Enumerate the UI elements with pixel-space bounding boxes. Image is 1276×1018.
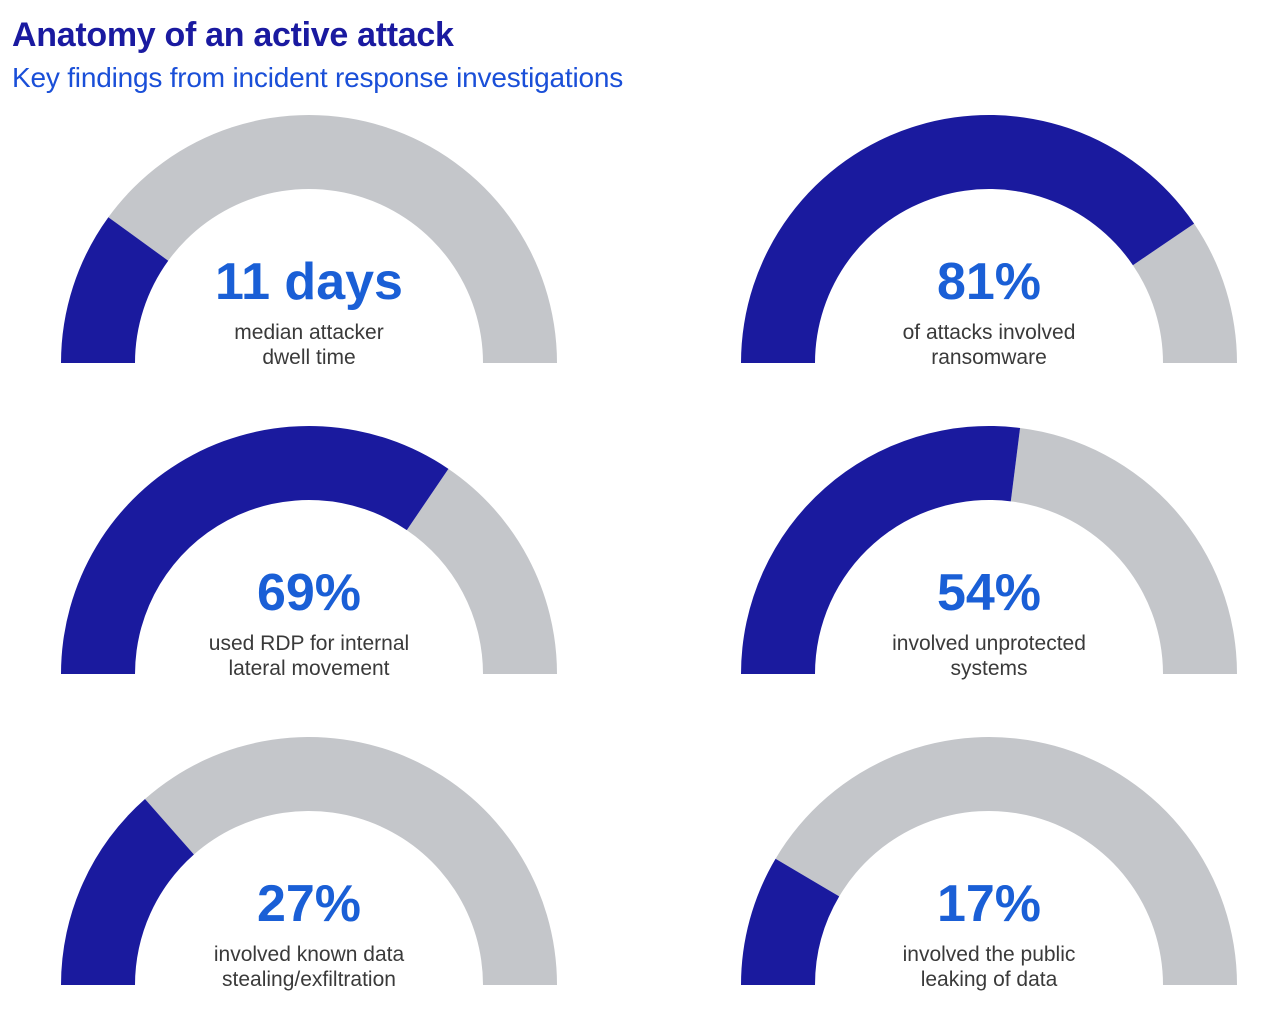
- gauge-value: 54%: [937, 564, 1041, 622]
- gauge-value: 81%: [937, 253, 1041, 311]
- gauge-caption-line: median attacker: [234, 321, 383, 344]
- gauge-fill: [741, 858, 840, 985]
- gauge-track: [108, 114, 558, 364]
- gauge-caption-line: involved the public: [903, 943, 1076, 966]
- gauge-fill: [60, 798, 194, 985]
- gauge-caption-line: stealing/exfiltration: [222, 968, 396, 991]
- gauge-value: 69%: [257, 564, 361, 622]
- gauge-caption-line: leaking of data: [921, 968, 1058, 991]
- gauge-caption-line: lateral movement: [228, 657, 389, 680]
- page-subtitle: Key findings from incident response inve…: [12, 62, 624, 93]
- gauge-track: [1132, 223, 1237, 363]
- gauge-value: 27%: [257, 875, 361, 933]
- gauge-value: 11 days: [215, 253, 403, 311]
- gauge-5: 27% involved known datastealing/exfiltrat…: [60, 736, 558, 991]
- gauge-fill: [61, 217, 169, 363]
- gauge-track: [775, 737, 1237, 985]
- gauge-fill: [741, 114, 1195, 363]
- page-title: Anatomy of an active attack: [12, 16, 454, 54]
- gauge-track: [144, 736, 558, 985]
- gauge-track: [1010, 427, 1237, 674]
- gauge-fill: [60, 425, 449, 674]
- gauge-caption-line: ransomware: [931, 346, 1047, 369]
- gauge-caption-line: involved known data: [214, 943, 405, 966]
- gauge-caption-line: dwell time: [262, 346, 355, 369]
- gauge-value: 17%: [937, 875, 1041, 933]
- gauge-caption-line: involved unprotected: [892, 632, 1086, 655]
- gauge-caption-line: systems: [950, 657, 1027, 680]
- gauge-fill: [741, 426, 1021, 674]
- gauge-caption-line: used RDP for internal: [209, 632, 409, 655]
- gauge-track: [406, 468, 557, 674]
- gauge-caption-line: of attacks involved: [903, 321, 1076, 344]
